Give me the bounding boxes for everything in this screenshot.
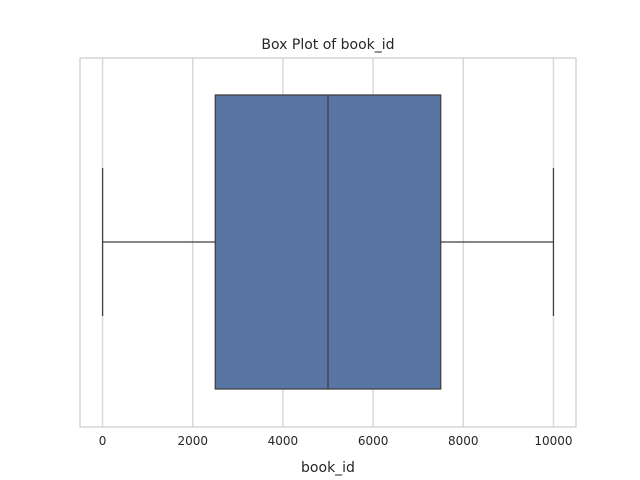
x-tick-label: 0 <box>99 434 107 448</box>
x-axis-ticks: 0 2000 4000 6000 8000 10000 <box>99 434 573 448</box>
x-tick-label: 6000 <box>358 434 389 448</box>
plot-area <box>101 94 555 390</box>
x-tick-label: 2000 <box>177 434 208 448</box>
x-axis-label: book_id <box>301 460 355 476</box>
x-tick-label: 10000 <box>534 434 572 448</box>
chart-title: Box Plot of book_id <box>261 37 394 53</box>
x-tick-label: 4000 <box>268 434 299 448</box>
x-tick-label: 8000 <box>448 434 479 448</box>
plot-frame <box>79 57 577 428</box>
